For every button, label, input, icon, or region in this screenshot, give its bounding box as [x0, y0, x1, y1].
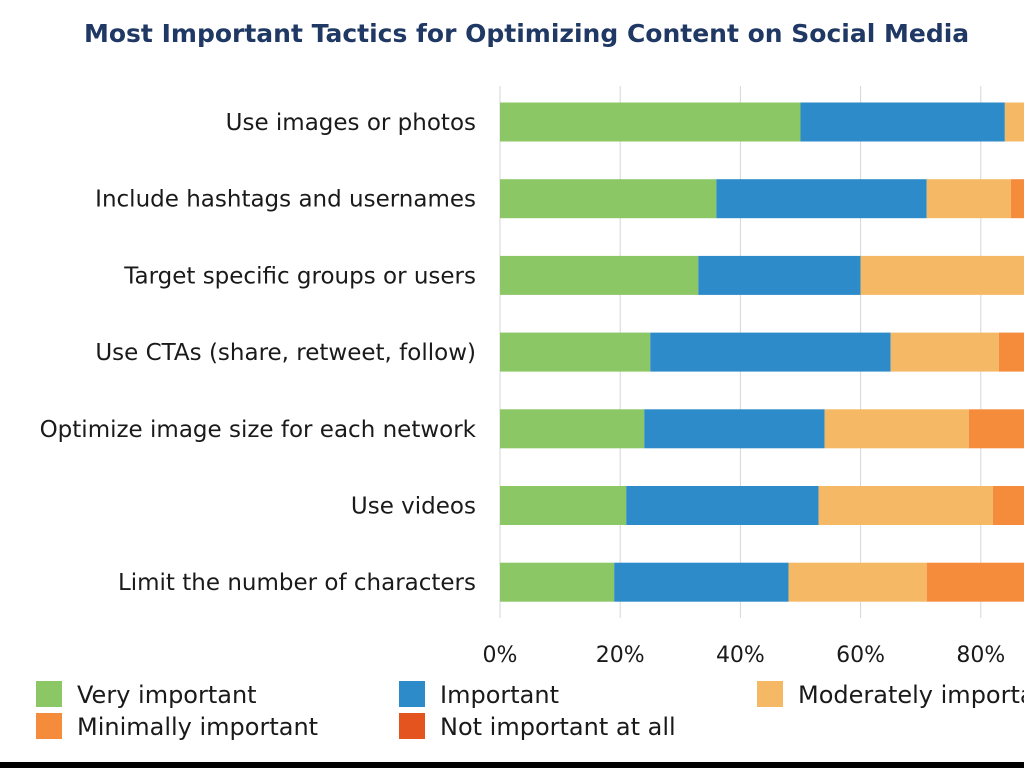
bar-segment — [968, 409, 1024, 449]
bar-segment — [698, 255, 861, 295]
bar-segment — [650, 332, 891, 372]
legend-label: Minimally important — [77, 713, 318, 741]
bar-segment — [500, 102, 801, 142]
bar-segment — [500, 409, 645, 449]
legend-swatch — [399, 681, 425, 707]
legend-label: Important — [440, 681, 559, 709]
category-labels: Use images or photos Include hashtags and… — [40, 110, 477, 596]
bar-segment — [500, 486, 627, 525]
category-label: Use images or photos — [226, 110, 476, 136]
legend-swatch — [757, 681, 783, 707]
bar-segment — [800, 102, 1005, 142]
bar-segment — [890, 332, 999, 372]
legend-label: Moderately important — [798, 681, 1024, 709]
legend-label: Not important at all — [440, 713, 676, 741]
legend-swatch — [36, 713, 62, 739]
bar-segment — [626, 486, 819, 525]
bar-segment — [998, 332, 1024, 372]
category-label: Optimize image size for each network — [40, 417, 477, 443]
bar-segment — [644, 409, 825, 449]
legend: Very important Important Moderately import… — [36, 681, 1024, 741]
legend-swatch — [399, 713, 425, 739]
category-label: Limit the number of characters — [118, 570, 476, 596]
x-tick-label: 40% — [716, 643, 765, 668]
bar-segment — [500, 332, 651, 372]
bar-segment — [500, 179, 717, 219]
x-tick-label: 80% — [956, 643, 1005, 668]
x-tick-label: 20% — [596, 643, 645, 668]
legend-label: Very important — [77, 681, 257, 709]
bar-segment — [716, 179, 927, 219]
legend-swatch — [36, 681, 62, 707]
category-label: Target specific groups or users — [123, 263, 476, 289]
category-label: Use videos — [351, 494, 476, 520]
chart-title: Most Important Tactics for Optimizing Co… — [84, 19, 969, 48]
bar-segment — [926, 562, 1024, 602]
category-label: Include hashtags and usernames — [95, 187, 476, 213]
bar-segment — [1010, 179, 1024, 219]
bar-segment — [926, 179, 1011, 219]
bars-group — [500, 102, 1024, 602]
bar-segment — [818, 486, 993, 525]
bar-segment — [788, 562, 927, 602]
x-tick-label: 0% — [483, 643, 518, 668]
bar-segment — [614, 562, 789, 602]
bar-segment — [824, 409, 969, 449]
bar-segment — [860, 255, 1024, 295]
x-tick-label: 60% — [836, 643, 885, 668]
bottom-border — [0, 762, 1024, 768]
bar-segment — [500, 255, 699, 295]
category-label: Use CTAs (share, retweet, follow) — [95, 340, 476, 366]
bar-segment — [1004, 102, 1024, 142]
bar-segment — [992, 486, 1024, 525]
bar-segment — [500, 562, 615, 602]
x-axis-ticks: 0%20%40%60%80%100% — [483, 643, 1006, 668]
